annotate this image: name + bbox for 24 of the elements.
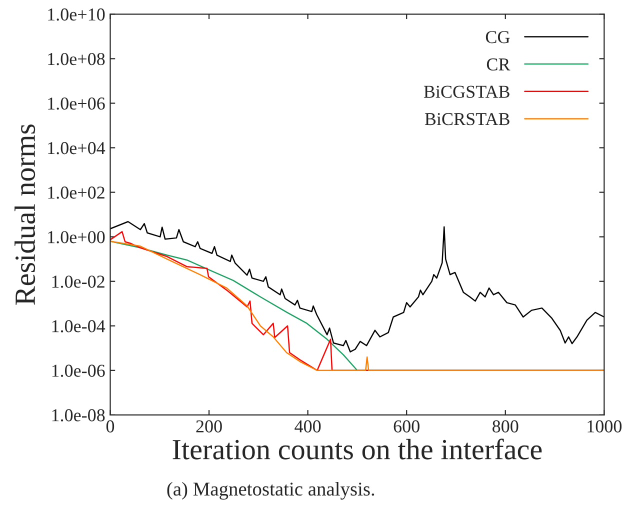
y-tick-label: 1.0e+06: [48, 97, 105, 110]
y-tick-label: 1.0e+00: [48, 231, 105, 244]
x-tick-label: 400: [294, 420, 321, 432]
x-tick-label: 0: [106, 420, 114, 432]
line-series: [110, 221, 604, 352]
x-axis-title: Iteration counts on the interface: [172, 438, 542, 460]
y-tick-label: 1.0e+04: [48, 142, 106, 154]
x-tick-label: 600: [394, 420, 420, 432]
y-tick-label: 1.0e+02: [48, 186, 104, 199]
legend-label: BiCRSTAB: [424, 113, 510, 126]
y-tick-label: 1.0e-02: [52, 276, 104, 288]
legend-label: CG: [486, 31, 510, 44]
y-tick-label: 1.0e-04: [52, 320, 106, 332]
y-tick-label: 1.0e+08: [48, 52, 105, 66]
y-tick-label: 1.0e-08: [52, 409, 105, 422]
legend-label: BiCGSTAB: [424, 86, 510, 98]
y-tick-label: 1.0e-06: [52, 364, 105, 377]
y-tick-label: 1.0e+10: [48, 8, 105, 21]
x-tick-label: 200: [196, 420, 222, 432]
x-tick-label: 1000: [588, 420, 622, 432]
y-axis-title: Residual norms: [14, 124, 36, 305]
legend-label: CR: [486, 58, 510, 71]
x-tick-label: 800: [492, 420, 518, 432]
text: (a) Magnetostatic analysis.: [167, 482, 374, 500]
